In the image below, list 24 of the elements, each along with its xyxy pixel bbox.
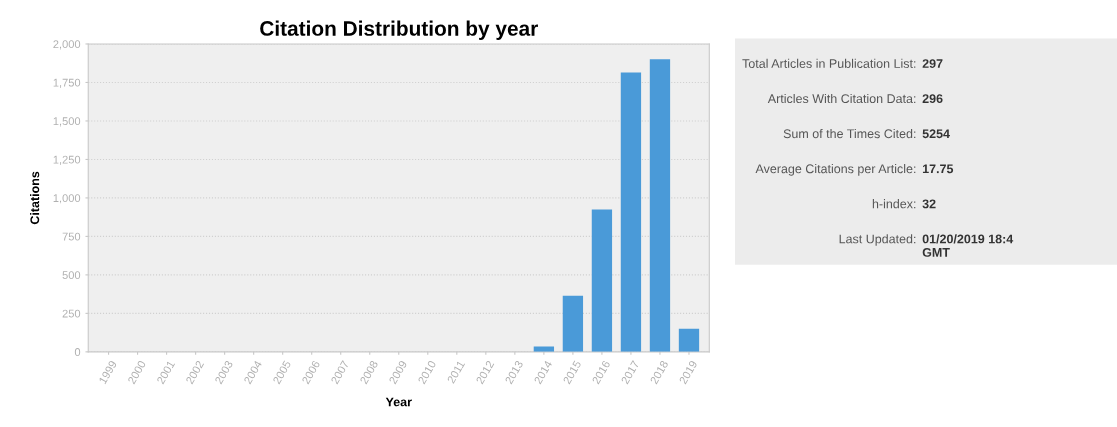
y-axis-title: Citations [30, 171, 40, 225]
text: Average Citations per Article: 17.75 [755, 164, 954, 176]
y-tick-label: 750 [62, 232, 81, 241]
text: Total Articles in Publication List: 297 [742, 58, 943, 68]
y-tick-label: 1,000 [53, 194, 81, 204]
y-tick-label: 1,750 [53, 78, 81, 88]
text: Last Updated: 01/20/2019 18:4 GMT [839, 234, 1014, 257]
bar [620, 72, 642, 352]
y-tick-label: 0 [74, 348, 81, 356]
x-axis-title: Year [385, 397, 412, 407]
text: h-index: 32 [872, 199, 936, 209]
bar [562, 295, 584, 352]
bar [591, 209, 613, 352]
bar [678, 328, 700, 352]
y-tick-label: 2,000 [53, 40, 81, 50]
y-tick-label: 250 [62, 309, 81, 318]
text: Sum of the Times Cited: 5254 [783, 128, 950, 139]
bar [649, 59, 671, 352]
y-tick-label: 500 [62, 271, 81, 280]
y-tick-label: 1,500 [53, 117, 81, 127]
bar [533, 346, 555, 352]
y-tick-label: 1,250 [53, 155, 81, 165]
text: Articles With Citation Data: 296 [767, 93, 943, 104]
chart-title: Citation Distribution by year [260, 20, 538, 40]
